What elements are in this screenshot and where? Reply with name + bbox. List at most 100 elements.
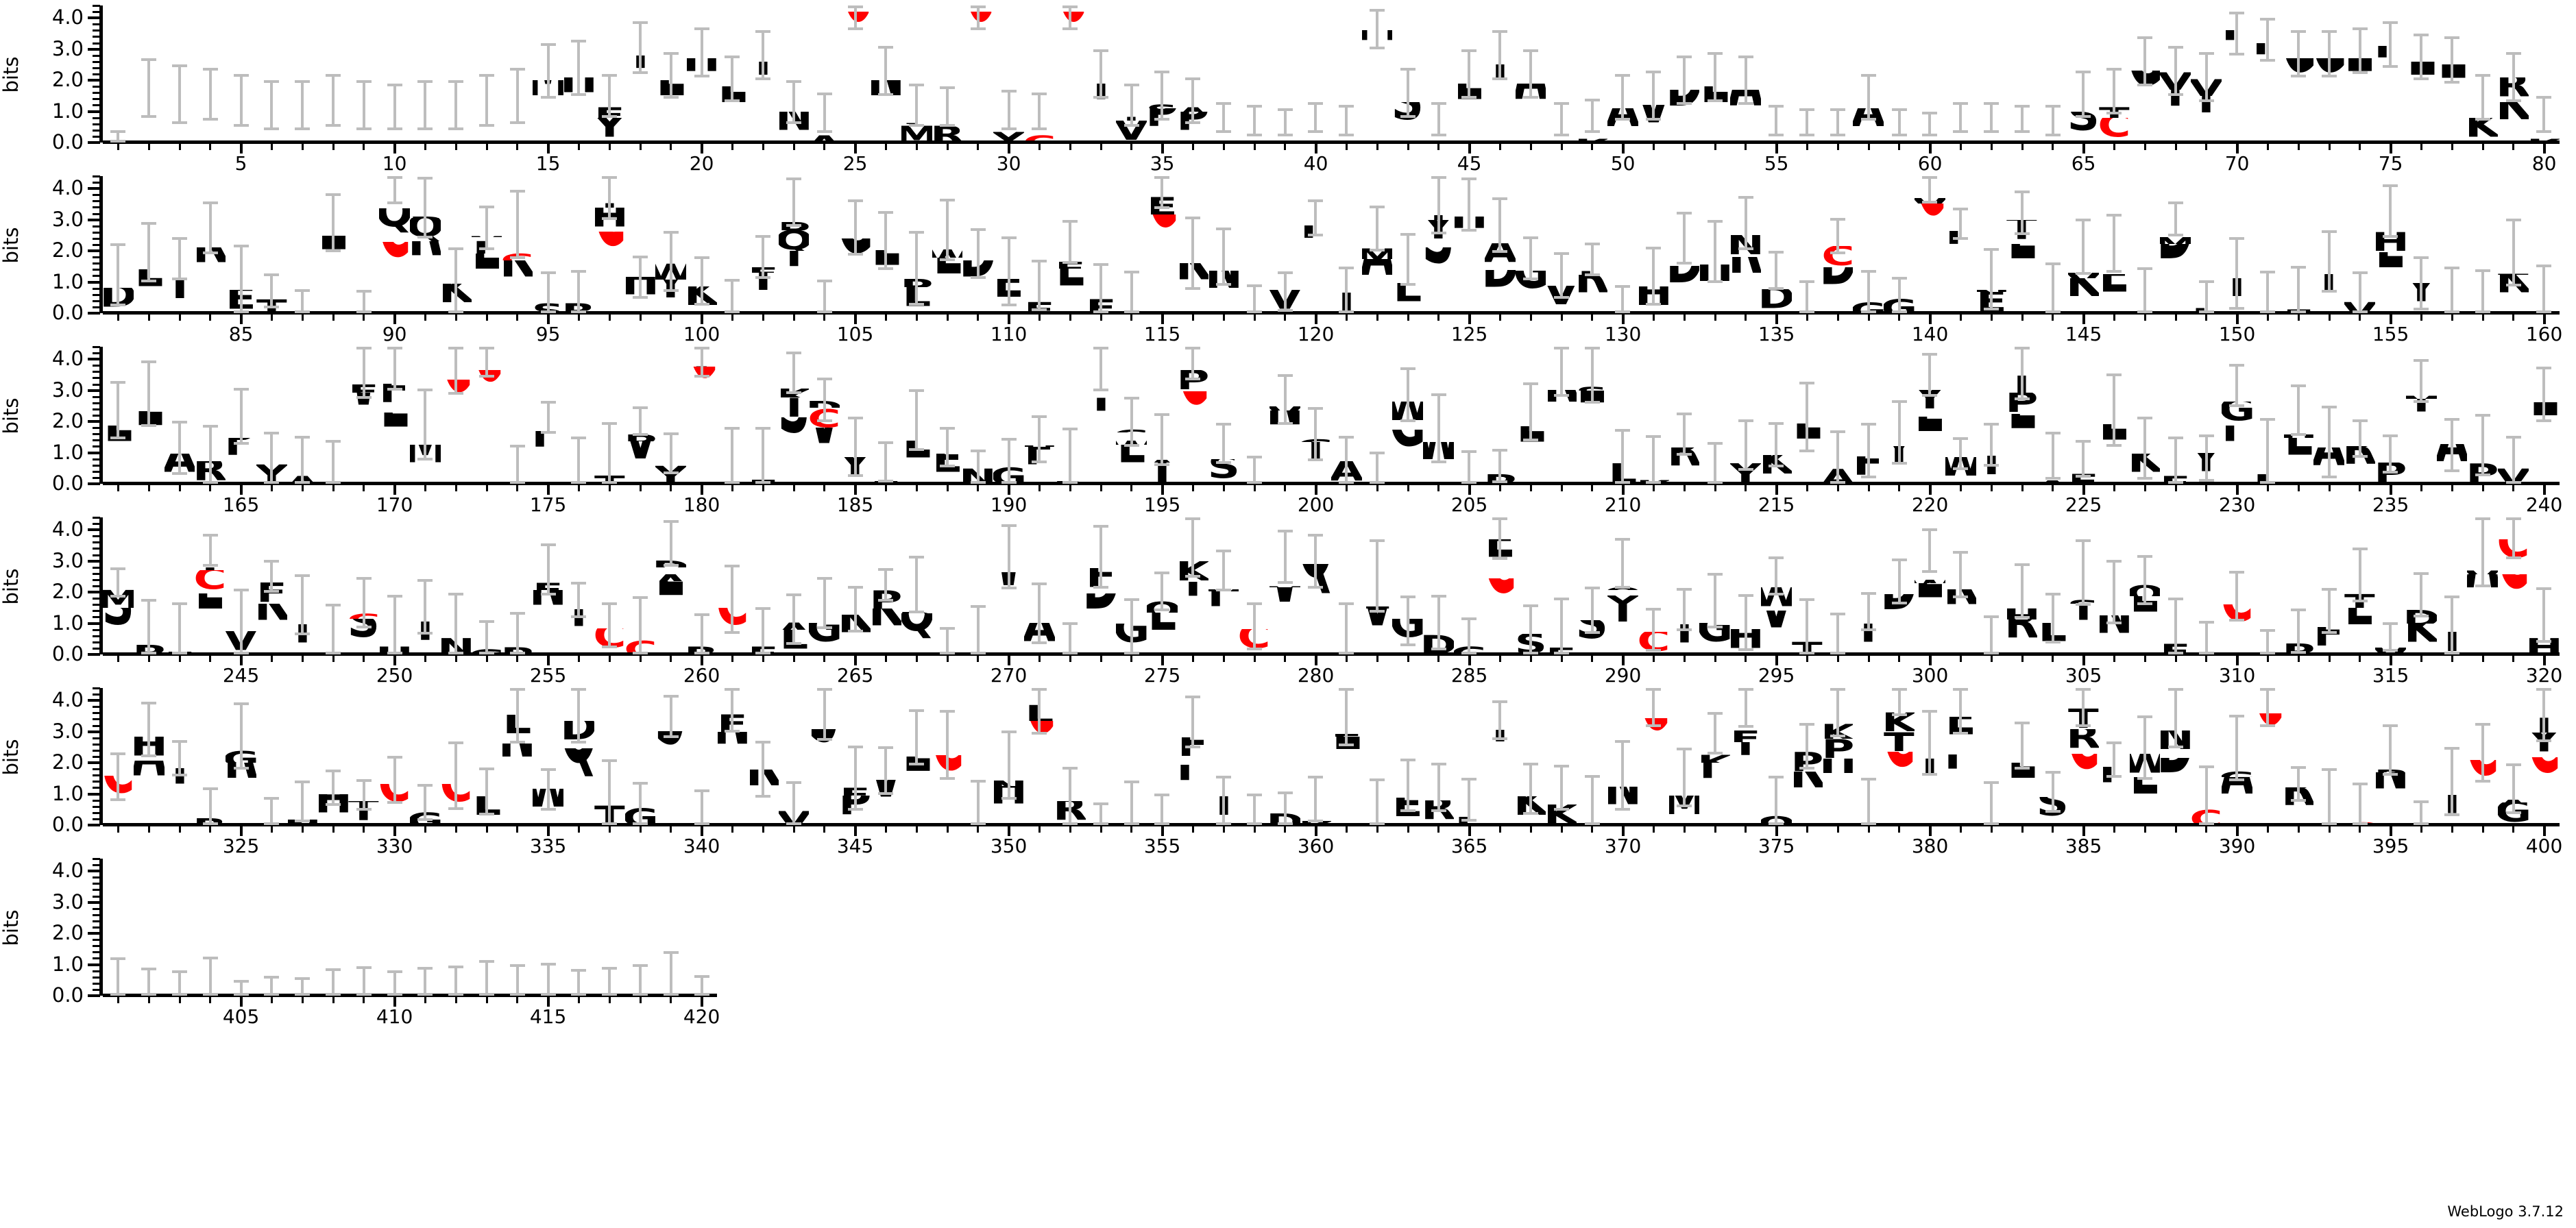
logo-stack[interactable]: SFY <box>993 5 1024 143</box>
logo-stack[interactable]: PDPK <box>871 517 901 654</box>
logo-stack[interactable]: QA <box>1362 688 1393 825</box>
logo-stack[interactable]: FGIIG <box>625 688 655 825</box>
logo-stack[interactable]: DN <box>779 5 809 143</box>
logo-stack[interactable]: VLKS <box>1516 517 1546 654</box>
logo-stack[interactable]: WDKD <box>1454 347 1485 484</box>
logo-stack[interactable]: KNKIK <box>748 688 779 825</box>
logo-stack[interactable]: RLRR <box>563 176 594 314</box>
logo-stack[interactable]: WPDVS <box>962 517 993 655</box>
logo-stack[interactable]: NMLMS <box>103 517 134 654</box>
logo-stack[interactable]: SPFA <box>1792 176 1823 314</box>
logo-stack[interactable]: DRC <box>2344 688 2375 826</box>
logo-stack[interactable]: VMCPA <box>962 688 993 825</box>
logo-stack[interactable]: AAKK <box>1300 688 1331 825</box>
logo-stack[interactable]: GL <box>1239 347 1269 484</box>
logo-stack[interactable]: YPPDDQ <box>901 517 932 654</box>
logo-stack[interactable]: LCWQ <box>1761 688 1792 826</box>
logo-stack[interactable]: FY <box>1086 5 1116 143</box>
logo-stack[interactable]: VRDA <box>2037 347 2068 484</box>
logo-stack[interactable]: S <box>134 5 165 143</box>
logo-stack[interactable]: NTEE <box>226 176 256 314</box>
logo-stack[interactable]: YML <box>2037 517 2068 654</box>
logo-stack[interactable]: WSA <box>1607 176 1638 314</box>
logo-stack[interactable]: ST <box>748 5 779 143</box>
logo-stack[interactable]: GG <box>655 859 686 996</box>
logo-stack[interactable]: QWS <box>502 347 533 484</box>
logo-stack[interactable]: VT <box>2160 5 2191 143</box>
logo-stack[interactable]: ADP <box>2283 517 2313 654</box>
logo-stack[interactable]: SP <box>1147 5 1178 143</box>
logo-stack[interactable]: KKRS <box>2252 517 2283 655</box>
logo-stack[interactable]: SMVK <box>1516 688 1546 825</box>
logo-stack[interactable]: MWT <box>256 176 287 313</box>
logo-stack[interactable]: RDPWK <box>195 176 226 313</box>
logo-stack[interactable]: VMDY <box>256 347 287 484</box>
logo-stack[interactable]: TSC <box>1024 5 1055 143</box>
logo-stack[interactable]: GA <box>1853 5 1884 143</box>
logo-stack[interactable]: DLQV <box>287 176 318 313</box>
logo-stack[interactable]: QMA <box>1362 347 1393 484</box>
logo-stack[interactable]: YLGKQFL <box>379 347 410 484</box>
logo-stack[interactable]: EWY <box>655 347 686 484</box>
logo-stack[interactable]: DMGRVE <box>2099 176 2130 313</box>
logo-stack[interactable]: SYMWD <box>1761 176 1792 313</box>
logo-stack[interactable]: AWKFD <box>1884 517 1915 654</box>
logo-stack[interactable]: VTV <box>1269 176 1300 313</box>
logo-stack[interactable]: NYWAVK <box>2068 176 2099 313</box>
logo-stack[interactable]: ATTC <box>1239 517 1269 654</box>
logo-stack[interactable]: FIK <box>1178 176 1208 313</box>
logo-stack[interactable]: FMR <box>1976 517 2006 654</box>
logo-stack[interactable]: NKCPC <box>1178 347 1208 484</box>
logo-stack[interactable]: NTDGHI <box>165 176 195 313</box>
logo-stack[interactable]: NSV <box>2344 176 2375 313</box>
logo-stack[interactable]: VHCID <box>103 176 134 313</box>
logo-stack[interactable]: AR <box>410 859 441 996</box>
logo-stack[interactable]: YAAGCK <box>502 176 533 313</box>
logo-stack[interactable]: MMVK <box>840 517 871 654</box>
logo-stack[interactable]: MMEG <box>1884 176 1915 313</box>
logo-stack[interactable]: MTYMEP <box>1945 688 1976 825</box>
logo-stack[interactable]: GFP <box>502 517 533 655</box>
logo-stack[interactable]: TDYFK <box>256 517 287 654</box>
logo-stack[interactable]: IPA <box>717 347 748 484</box>
logo-stack[interactable]: THFC <box>594 517 625 654</box>
logo-stack[interactable]: YTP <box>1055 517 1086 654</box>
logo-stack[interactable]: IVMYP <box>1485 347 1516 484</box>
logo-stack[interactable]: DRSS <box>655 688 686 825</box>
logo-stack[interactable]: GQ <box>348 859 379 996</box>
logo-stack[interactable]: QPAWHL <box>2283 347 2313 484</box>
logo-stack[interactable]: KLTT <box>594 688 625 825</box>
logo-stack[interactable]: SAG <box>1331 5 1362 143</box>
logo-stack[interactable]: DNSML <box>134 176 165 313</box>
logo-stack[interactable]: HPSDCV <box>809 347 840 484</box>
logo-stack[interactable]: VIL <box>1300 5 1331 143</box>
logo-stack[interactable]: LN <box>871 5 901 143</box>
logo-stack[interactable]: DRKIYS <box>1423 176 1454 313</box>
logo-stack[interactable]: KNVCP <box>2467 347 2498 484</box>
logo-stack[interactable]: QNWC <box>2222 517 2252 654</box>
logo-stack[interactable]: GAHER <box>195 347 226 484</box>
logo-stack[interactable]: F <box>2222 5 2252 143</box>
logo-stack[interactable]: WIFHA <box>165 347 195 484</box>
logo-stack[interactable]: PHRN <box>287 688 318 825</box>
logo-stack[interactable]: AGDH <box>1454 176 1485 313</box>
logo-stack[interactable]: PFDA <box>287 347 318 484</box>
logo-stack[interactable]: RQRLN <box>502 688 533 825</box>
logo-stack[interactable]: RK <box>2498 5 2529 143</box>
logo-stack[interactable]: QRKLR <box>1577 176 1607 313</box>
logo-stack[interactable]: TRHND <box>2160 688 2191 825</box>
logo-stack[interactable]: LFN <box>441 517 472 654</box>
logo-stack[interactable]: HTR <box>287 859 318 996</box>
logo-stack[interactable]: WMCGR <box>226 688 256 825</box>
logo-stack[interactable]: WR <box>195 688 226 825</box>
logo-stack[interactable]: CPIWEI <box>1730 688 1761 825</box>
logo-stack[interactable]: QMK <box>441 176 472 314</box>
logo-stack[interactable]: DAHPF <box>2313 517 2344 654</box>
logo-stack[interactable]: MLYHR <box>2006 517 2037 654</box>
logo-stack[interactable]: DSAN <box>1239 176 1269 314</box>
logo-stack[interactable]: ED <box>1669 5 1699 143</box>
logo-stack[interactable]: LEWKYC <box>1638 688 1669 825</box>
logo-stack[interactable]: VQYCC <box>2498 517 2529 654</box>
logo-stack[interactable]: ITV <box>2375 517 2406 654</box>
logo-stack[interactable]: QQKS <box>809 688 840 825</box>
